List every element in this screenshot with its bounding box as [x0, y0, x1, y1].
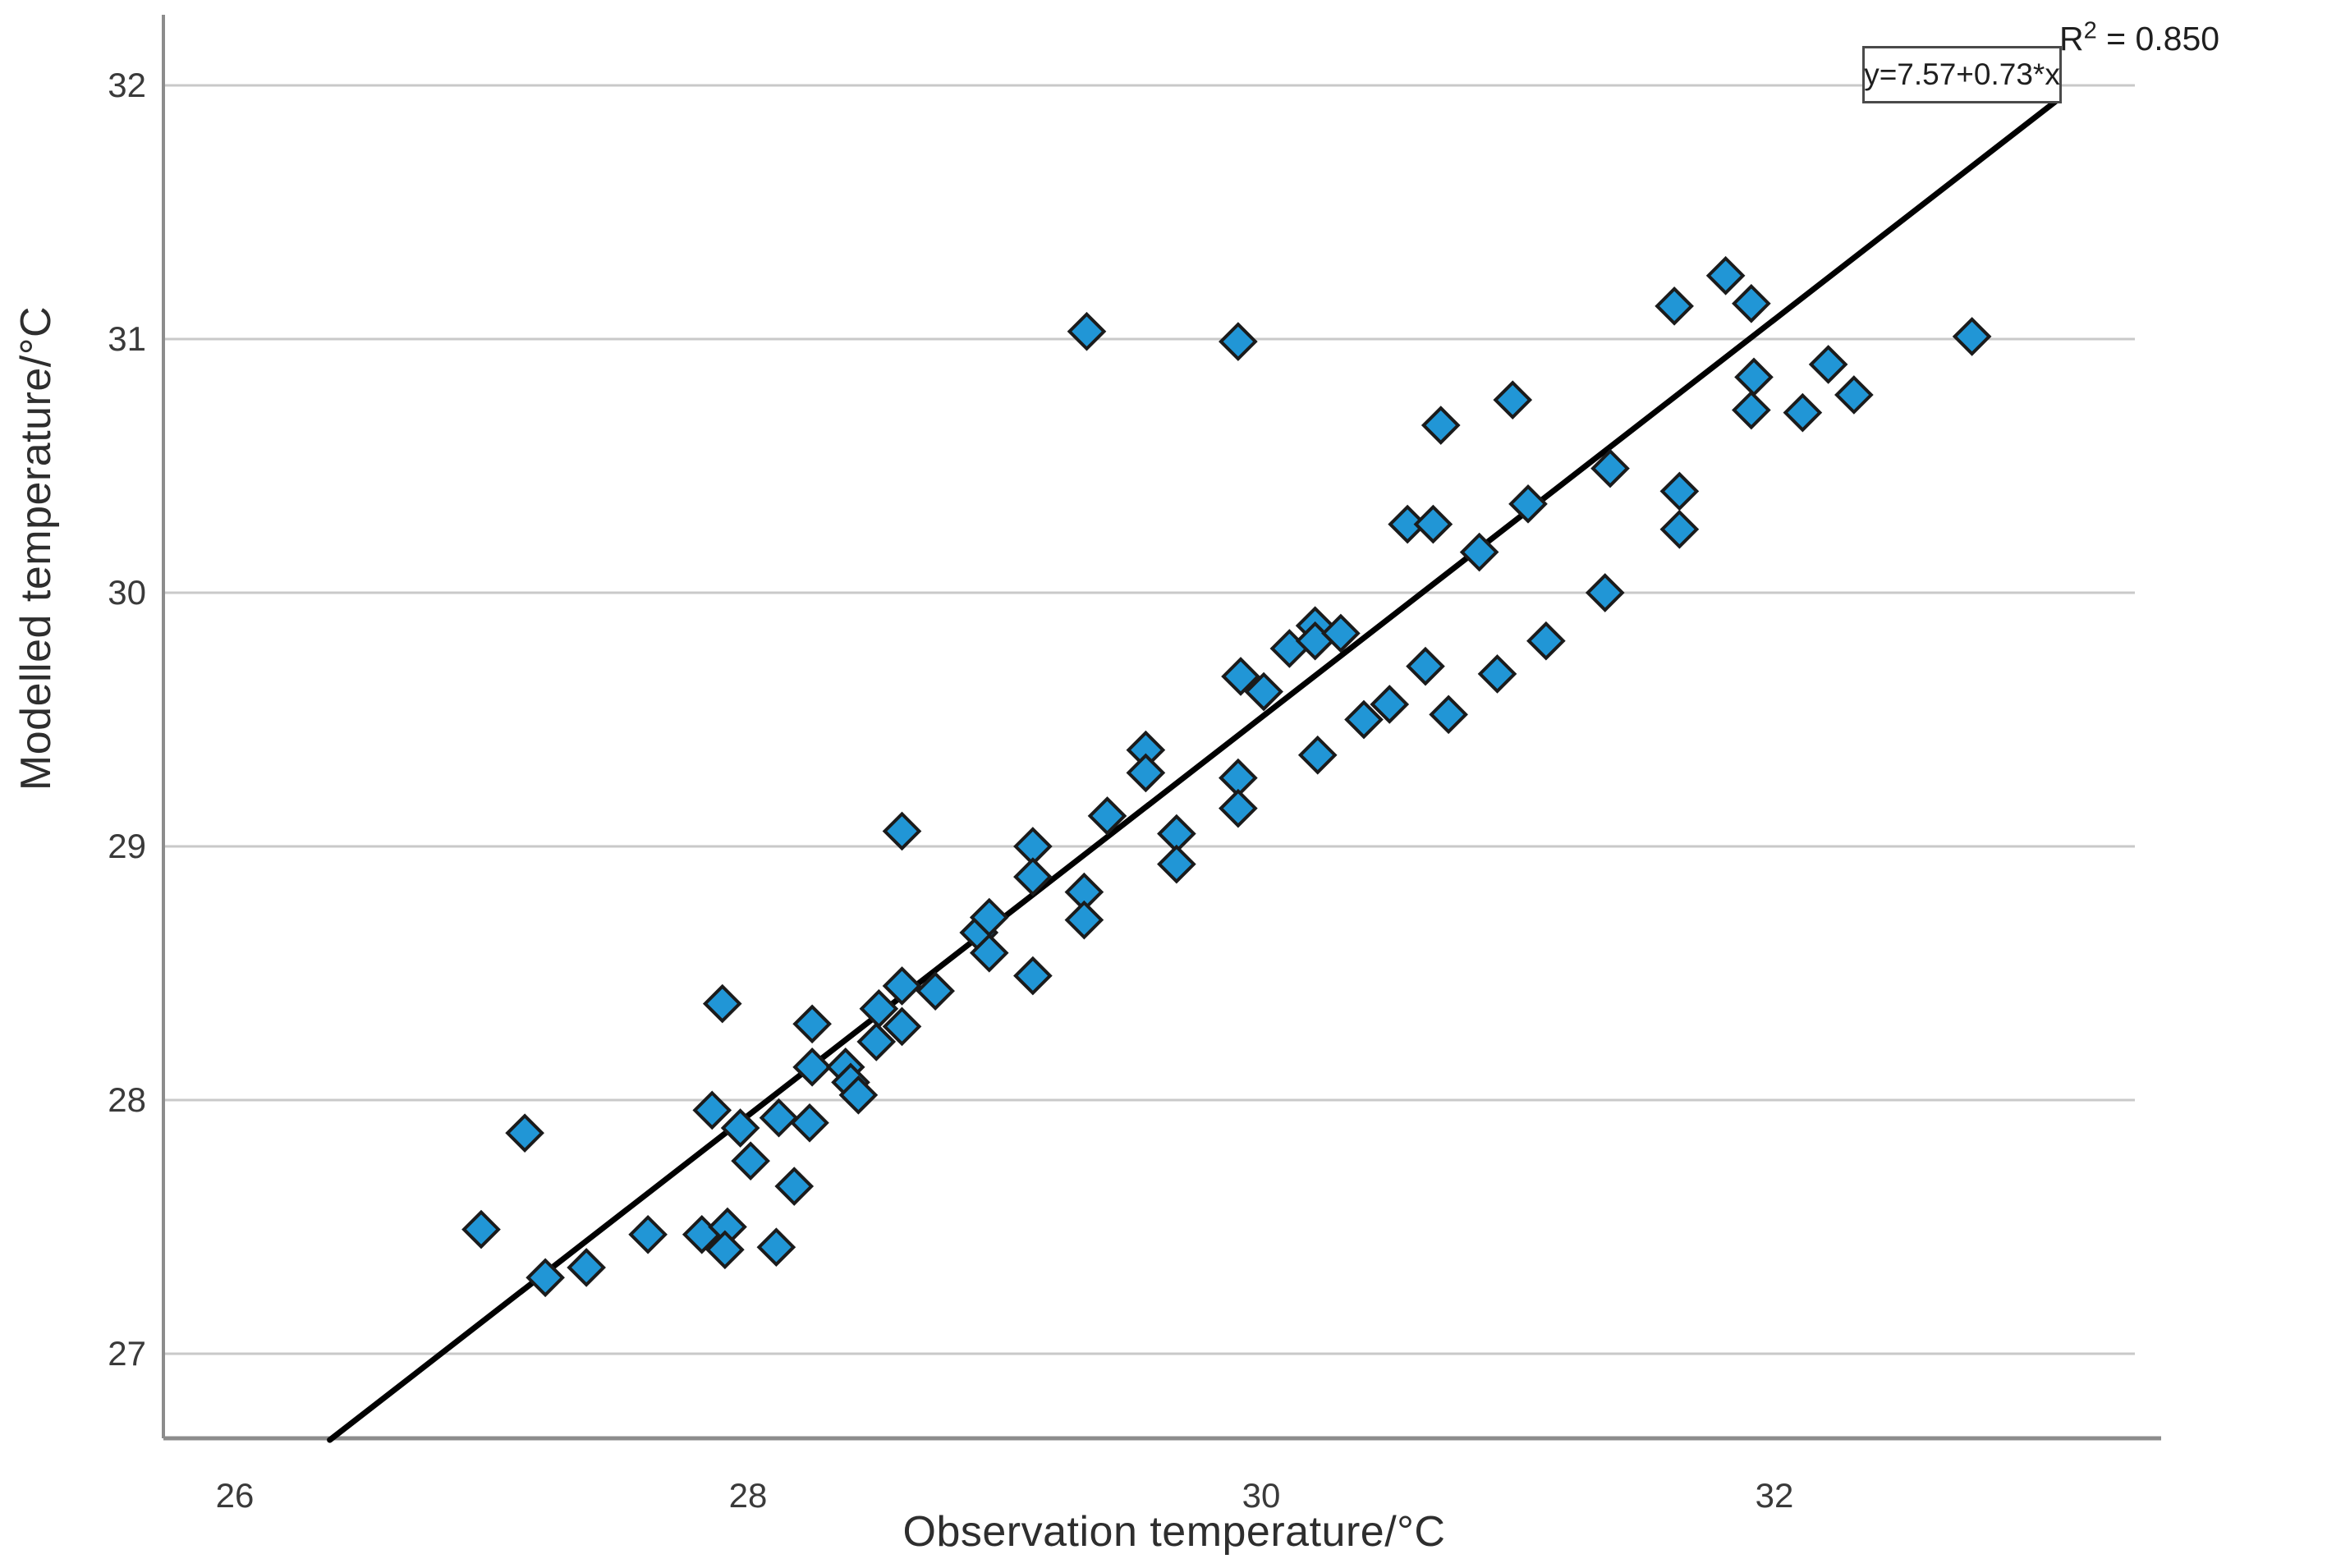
scatter-point [1732, 283, 1771, 323]
scatter-point [1655, 287, 1694, 326]
scatter-point [1126, 753, 1166, 793]
x-tick-label-32: 32 [1756, 1476, 1794, 1515]
scatter-point [1406, 646, 1445, 686]
scatter-point [1413, 504, 1453, 544]
scatter-point [505, 1113, 544, 1153]
scatter-point [856, 1022, 897, 1061]
scatter-point [702, 983, 742, 1024]
scatter-point [774, 1167, 815, 1206]
scatter-point [1459, 532, 1499, 572]
scatter-point [705, 1230, 745, 1270]
x-tick-label-28: 28 [729, 1476, 768, 1515]
scatter-point [1659, 509, 1700, 549]
scatter-point [731, 1141, 770, 1181]
scatter-point [1344, 699, 1384, 740]
y-tick-label-29: 29 [108, 827, 146, 865]
scatter-point [1952, 317, 1992, 356]
scatter-point [916, 971, 955, 1011]
scatter-point [1221, 657, 1260, 696]
scatter-point [1219, 322, 1258, 361]
scatter-point [838, 1075, 879, 1115]
scatter-point [756, 1227, 796, 1268]
scatter-point [1585, 573, 1625, 612]
scatter-point [1590, 448, 1630, 488]
scatter-point [969, 933, 1009, 973]
scatter-point [882, 811, 922, 851]
y-axis-title: Modelled temperature/°C [12, 305, 60, 791]
y-tick-label-28: 28 [108, 1080, 146, 1119]
r-squared-exponent: 2 [2083, 17, 2097, 44]
scatter-point [1321, 613, 1361, 653]
scatter-point [1477, 654, 1517, 694]
y-tick-label-27: 27 [108, 1334, 146, 1373]
x-tick-label-30: 30 [1242, 1476, 1281, 1515]
scatter-point [1834, 375, 1874, 415]
scatter-point [1219, 788, 1258, 828]
x-axis-title: Observation temperature/°C [902, 1508, 1446, 1556]
x-tick-label-26: 26 [216, 1476, 255, 1515]
scatter-point [1388, 504, 1427, 544]
scatter-point [1013, 956, 1053, 996]
scatter-point [1783, 392, 1823, 433]
scatter-point [790, 1103, 829, 1143]
scatter-point [1493, 380, 1533, 420]
y-tick-label-32: 32 [108, 66, 146, 104]
scatter-point [1157, 844, 1196, 884]
scatter-point [1244, 672, 1283, 712]
scatter-point [567, 1248, 606, 1287]
r-squared-value: = 0.850 [2096, 20, 2220, 57]
scatter-point [1087, 796, 1127, 836]
regression-line [327, 98, 2060, 1443]
scatter-point [792, 1048, 832, 1087]
regression-equation-box: y=7.57+0.73*x [1862, 46, 2062, 103]
y-tick-label-30: 30 [108, 573, 146, 612]
scatter-point [1734, 357, 1774, 397]
scatter-point [461, 1209, 501, 1249]
scatter-point [1808, 345, 1848, 384]
scatter-point [1732, 390, 1771, 430]
scatter-point [1508, 484, 1548, 524]
scatter-point [1526, 621, 1566, 661]
scatter-point [1064, 900, 1104, 940]
regression-equation-text: y=7.57+0.73*x [1864, 57, 2060, 91]
scatter-point [759, 1098, 799, 1138]
scatter-point [1705, 255, 1746, 296]
scatter-point [1429, 695, 1468, 735]
scatter-point [1297, 735, 1338, 775]
scatter-point [526, 1258, 565, 1298]
scatter-point [1013, 857, 1053, 896]
scatter-point [692, 1090, 732, 1130]
scatter-point [720, 1108, 760, 1148]
scatter-point [1421, 406, 1461, 445]
scatter-point [1370, 685, 1410, 724]
scatter-point [792, 1004, 832, 1044]
y-tick-label-31: 31 [108, 319, 146, 358]
scatter-point [1659, 471, 1700, 511]
scatter-point [882, 1006, 922, 1047]
scatter-point [1067, 311, 1107, 351]
scatter-point [628, 1214, 668, 1254]
r-squared-label: R2 = 0.850 [2059, 17, 2220, 57]
scatter-point [882, 966, 922, 1006]
